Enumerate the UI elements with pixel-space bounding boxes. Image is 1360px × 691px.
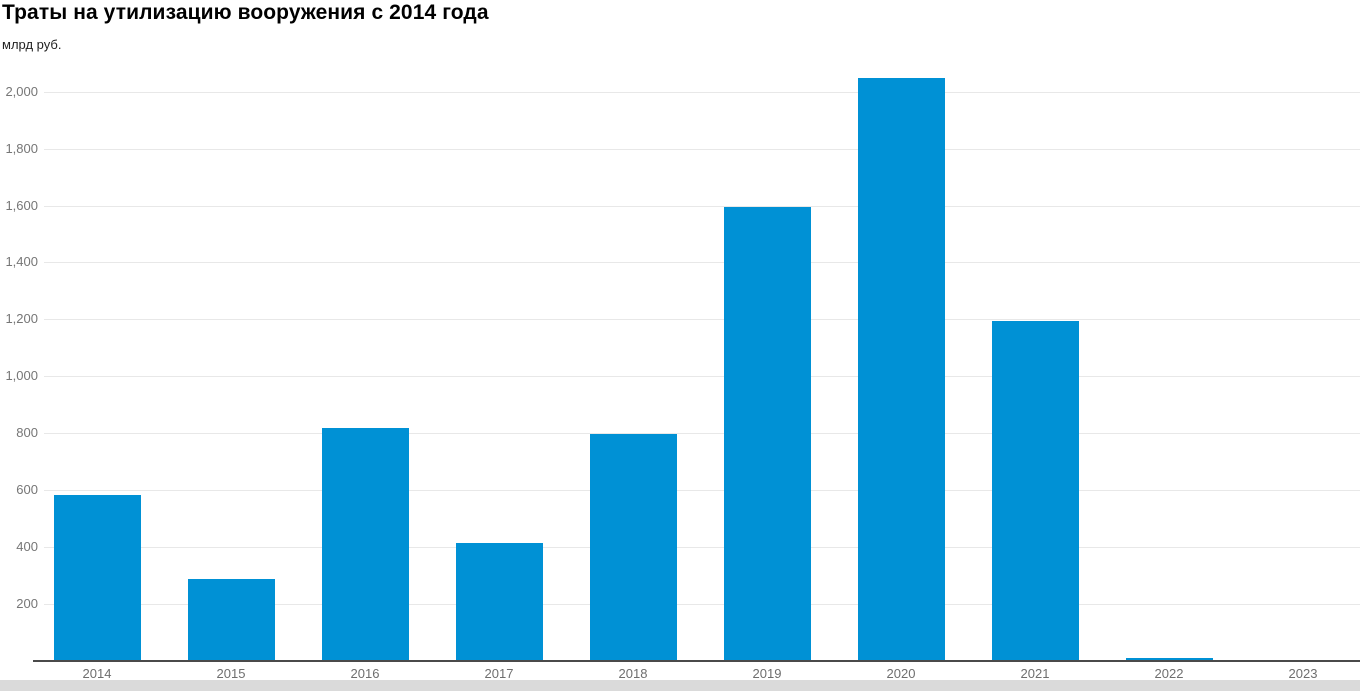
x-axis-label-2021: 2021 — [1020, 666, 1050, 681]
x-axis-label-2016: 2016 — [350, 666, 380, 681]
x-axis-label-2022: 2022 — [1154, 666, 1184, 681]
chart-unit-label: млрд руб. — [2, 37, 62, 52]
x-axis-label-2014: 2014 — [82, 666, 112, 681]
y-axis-tick-label: 1,000 — [5, 368, 38, 383]
gridline-1200 — [44, 319, 1360, 320]
bar-2016 — [321, 428, 409, 660]
y-axis-tick-label: 1,200 — [5, 311, 38, 326]
gridline-400 — [44, 547, 1360, 548]
gridline-2000 — [44, 92, 1360, 93]
y-axis-tick-label: 1,800 — [5, 141, 38, 156]
y-axis-tick-label: 1,400 — [5, 254, 38, 269]
y-axis-tick-label: 2,000 — [5, 84, 38, 99]
x-axis-line — [33, 660, 1360, 662]
y-axis-tick-label: 1,600 — [5, 198, 38, 213]
bar-2014 — [53, 495, 141, 660]
gridline-1600 — [44, 206, 1360, 207]
bar-2020 — [857, 78, 945, 660]
bar-2021 — [991, 321, 1079, 660]
gridline-800 — [44, 433, 1360, 434]
bar-2017 — [455, 543, 543, 660]
bar-2018 — [589, 434, 677, 660]
x-axis-label-2018: 2018 — [618, 666, 648, 681]
x-axis-label-2020: 2020 — [886, 666, 916, 681]
gridline-600 — [44, 490, 1360, 491]
bar-2022 — [1125, 658, 1213, 660]
bar-2015 — [187, 579, 275, 660]
x-axis-label-2017: 2017 — [484, 666, 514, 681]
x-axis-label-2019: 2019 — [752, 666, 782, 681]
x-axis-label-2015: 2015 — [216, 666, 246, 681]
y-axis-tick-label: 400 — [16, 539, 38, 554]
bar-2019 — [723, 207, 811, 660]
y-axis-tick-label: 600 — [16, 482, 38, 497]
x-axis-label-2023: 2023 — [1288, 666, 1318, 681]
gridline-1800 — [44, 149, 1360, 150]
gridline-1400 — [44, 262, 1360, 263]
chart-title: Траты на утилизацию вооружения с 2014 го… — [2, 1, 489, 24]
gridline-200 — [44, 604, 1360, 605]
y-axis-tick-label: 200 — [16, 596, 38, 611]
page-bottom-strip — [0, 680, 1360, 691]
gridline-1000 — [44, 376, 1360, 377]
y-axis-tick-label: 800 — [16, 425, 38, 440]
